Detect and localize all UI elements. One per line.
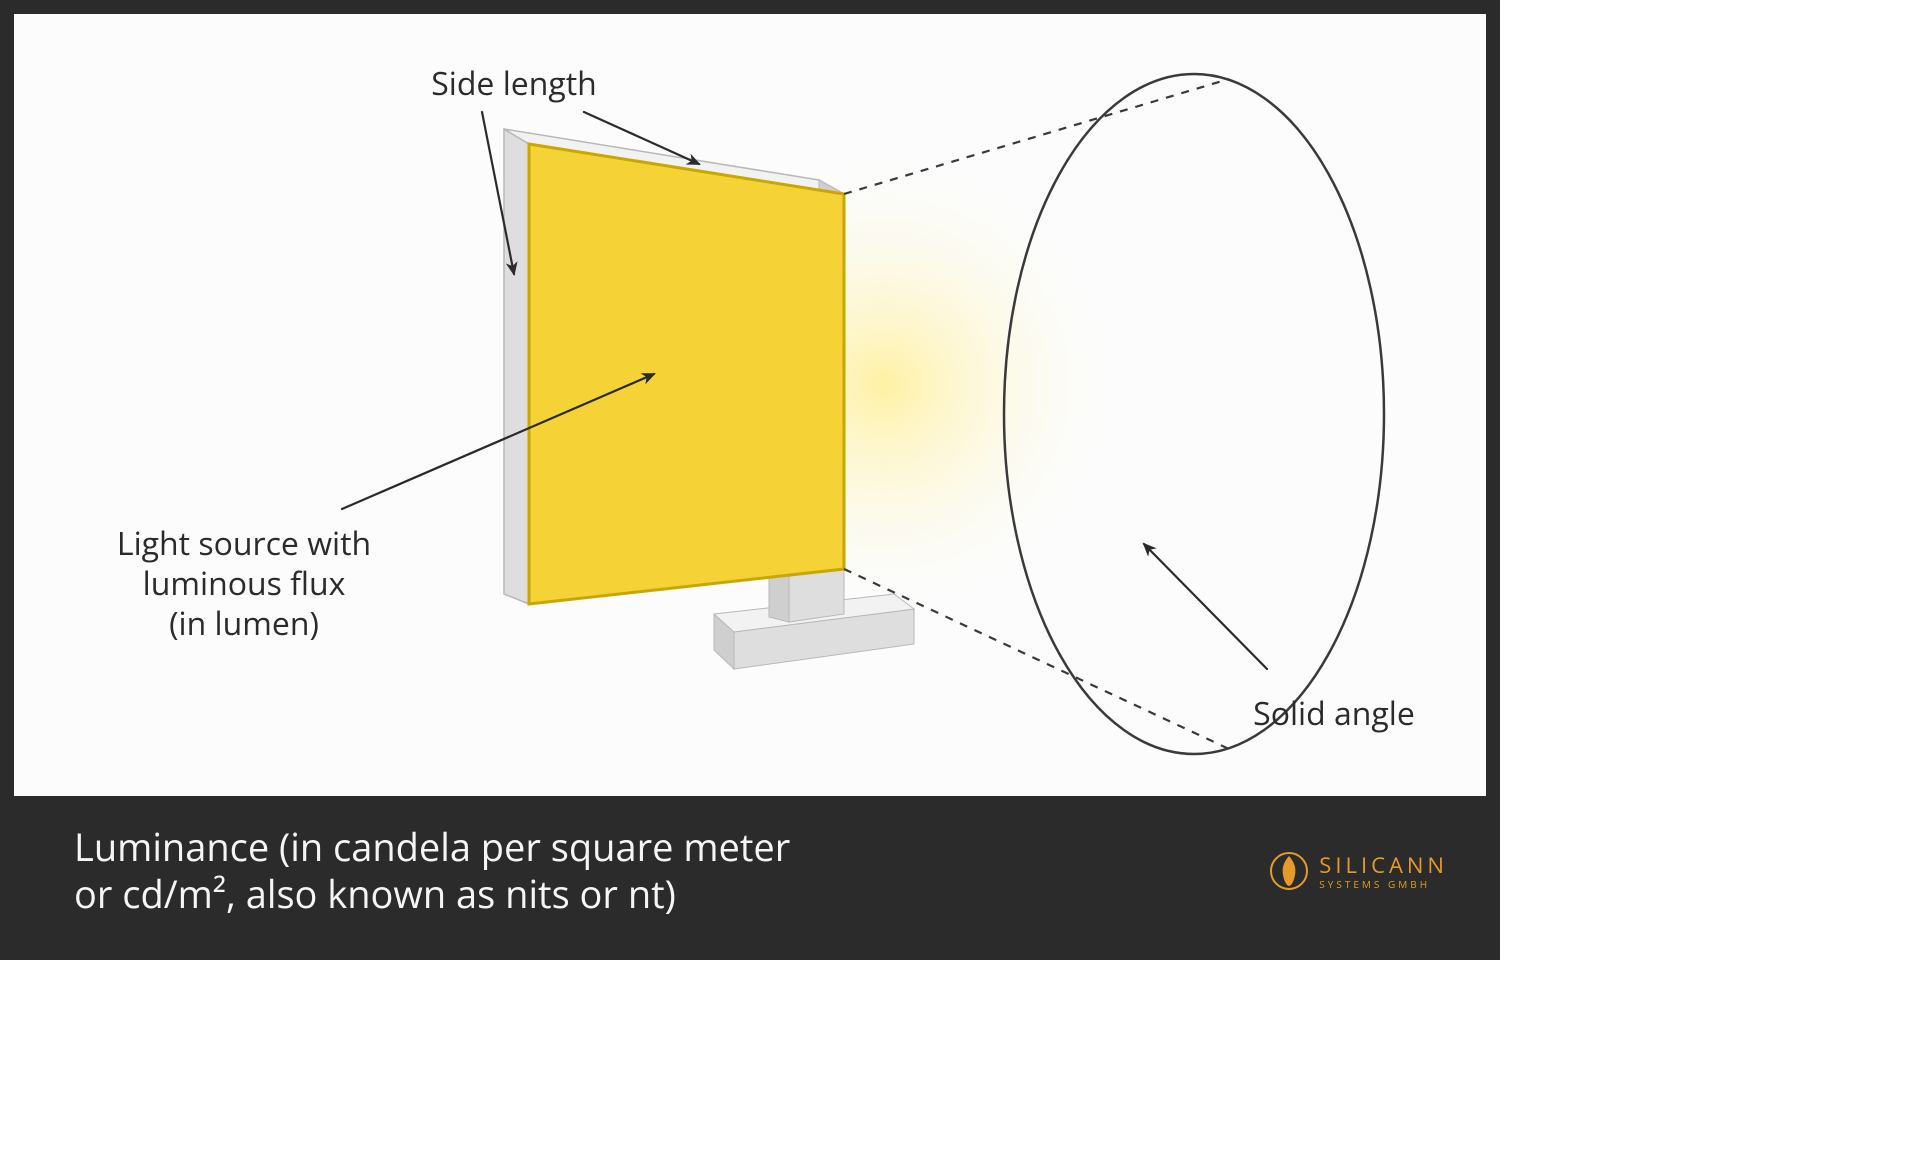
label-side-length: Side length [431, 64, 597, 104]
diagram-frame: Side length Light source withluminous fl… [0, 0, 1500, 960]
brand-subtitle: SYSTEMS GMBH [1319, 879, 1448, 889]
footer-caption: Luminance (in candela per square meteror… [74, 824, 790, 919]
diagram-area: Side length Light source withluminous fl… [14, 14, 1486, 796]
brand-logo-icon [1269, 851, 1309, 891]
brand-logo-text: SILICANN SYSTEMS GMBH [1319, 854, 1448, 889]
emissive-screen [529, 144, 844, 604]
brand-name: SILICANN [1319, 854, 1448, 876]
diagram-svg [14, 14, 1486, 796]
brand-logo: SILICANN SYSTEMS GMBH [1269, 851, 1448, 891]
footer-bar: Luminance (in candela per square meteror… [14, 796, 1486, 946]
label-solid-angle: Solid angle [1253, 694, 1415, 734]
label-light-source: Light source withluminous flux(in lumen) [117, 524, 371, 644]
